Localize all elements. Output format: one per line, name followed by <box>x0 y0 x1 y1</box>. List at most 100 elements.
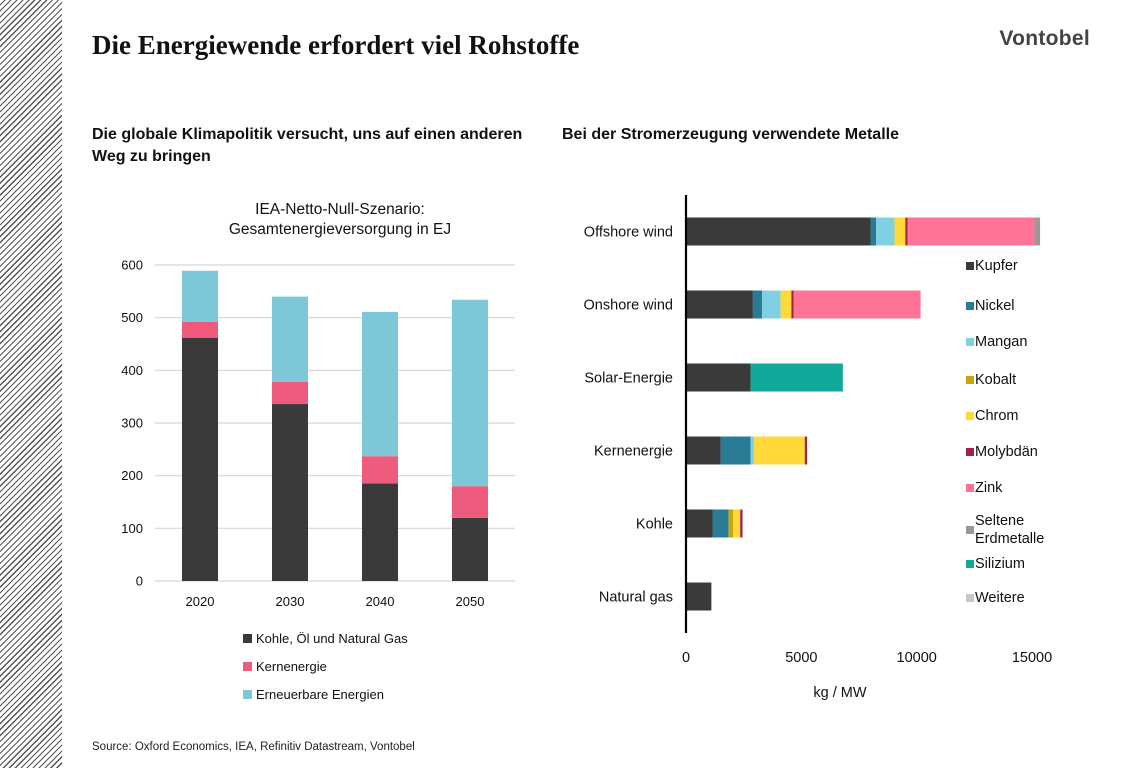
legend-swatch <box>966 376 974 384</box>
bar-kupfer-solar-energie <box>686 363 751 392</box>
legend-swatch <box>966 338 974 346</box>
legend-label: Kobalt <box>975 372 1017 388</box>
bar-mangan-offshore-wind <box>876 217 895 246</box>
bar-nickel-kohle <box>712 509 729 538</box>
legend-item-molybdan: Molybdän <box>966 444 1086 460</box>
bar-molybdan-offshore-wind <box>905 217 908 246</box>
bar-kohle-ol-und-natural-gas-2040 <box>362 483 398 581</box>
y-tick-label-500: 500 <box>121 310 143 325</box>
bar-kohle-ol-und-natural-gas-2050 <box>452 517 488 581</box>
energy-chart-legend: Kohle, Öl und Natural Gas Kernenergie Erne… <box>243 624 408 708</box>
legend-swatch <box>966 302 974 310</box>
x-tick-label-15000: 15000 <box>1012 650 1052 666</box>
legend-label: Nickel <box>975 298 1015 314</box>
bar-zink-offshore-wind <box>907 217 1035 246</box>
bar-kernenergie-2050 <box>452 486 488 518</box>
bar-mangan-onshore-wind <box>762 290 781 319</box>
category-label-offshore-wind: Offshore wind <box>584 225 673 241</box>
bar-kupfer-kohle <box>686 509 713 538</box>
bar-nickel-onshore-wind <box>752 290 763 319</box>
bar-seltene-erdmetalle-offshore-wind <box>1034 217 1041 246</box>
right-panel-heading: Bei der Stromerzeugung verwendete Metall… <box>562 126 899 143</box>
bar-kohle-ol-und-natural-gas-2030 <box>272 404 308 581</box>
category-label-onshore-wind: Onshore wind <box>584 298 673 314</box>
legend-swatch <box>966 560 974 568</box>
legend-item-kohle-ol-und-natural-gas: Kohle, Öl und Natural Gas <box>243 624 408 652</box>
y-tick-label-300: 300 <box>121 416 143 431</box>
legend-label: Chrom <box>975 408 1019 424</box>
legend-swatch <box>966 526 974 534</box>
bar-nickel-offshore-wind <box>870 217 877 246</box>
legend-swatch <box>966 262 974 270</box>
legend-label: Mangan <box>975 334 1028 350</box>
energy-chart-title: IEA-Netto-Null-Szenario: Gesamtenergieve… <box>155 200 525 240</box>
bar-chrom-offshore-wind <box>894 217 906 246</box>
bar-silizium-solar-energie <box>750 363 843 392</box>
bar-kupfer-onshore-wind <box>686 290 753 319</box>
category-label-natural-gas: Natural gas <box>599 590 673 606</box>
x-tick-label-2040: 2040 <box>366 594 395 609</box>
legend-label: Weitere <box>975 590 1025 606</box>
legend-item-erneuerbare-energien: Erneuerbare Energien <box>243 680 408 708</box>
legend-label: Erneuerbare Energien <box>256 686 384 702</box>
bar-kupfer-offshore-wind <box>686 217 871 246</box>
energy-chart-subtitle-line: Gesamtenergieversorgung in EJ <box>228 221 452 238</box>
legend-item-mangan: Mangan <box>966 334 1086 350</box>
legend-swatch <box>966 412 974 420</box>
bar-molybdan-onshore-wind <box>791 290 794 319</box>
legend-label: Zink <box>975 480 1003 496</box>
legend-item-kernenergie: Kernenergie <box>243 652 408 680</box>
legend-item-seltene-erdmetalle: Seltene Erdmetalle <box>966 512 1086 548</box>
bar-erneuerbare-energien-2030 <box>272 296 308 382</box>
legend-label: Silizium <box>975 556 1025 572</box>
bar-kobalt-kohle <box>728 509 734 538</box>
legend-label: Kernenergie <box>256 658 327 674</box>
legend-swatch <box>243 633 252 643</box>
x-tick-label-2050: 2050 <box>456 594 485 609</box>
bar-kupfer-kernenergie <box>686 436 721 465</box>
y-tick-label-400: 400 <box>121 363 143 378</box>
legend-item-nickel: Nickel <box>966 298 1086 314</box>
bar-kernenergie-2020 <box>182 321 218 338</box>
bar-erneuerbare-energien-2050 <box>452 299 488 487</box>
legend-item-weitere: Weitere <box>966 590 1086 606</box>
bar-zink-onshore-wind <box>793 290 921 319</box>
bar-kupfer-natural-gas <box>686 582 712 611</box>
legend-label: Seltene Erdmetalle <box>975 513 1045 547</box>
page-title: Die Energiewende erfordert viel Rohstoff… <box>92 30 580 60</box>
y-tick-label-200: 200 <box>121 468 143 483</box>
legend-swatch <box>966 448 974 456</box>
bar-chrom-kernenergie <box>754 436 805 465</box>
bar-erneuerbare-energien-2040 <box>362 311 398 457</box>
legend-swatch <box>243 689 252 699</box>
y-tick-label-0: 0 <box>136 574 143 589</box>
x-tick-label-10000: 10000 <box>897 650 937 666</box>
category-label-kohle: Kohle <box>636 517 673 533</box>
source-note: Source: Oxford Economics, IEA, Refinitiv… <box>92 741 415 753</box>
x-tick-label-2030: 2030 <box>276 594 305 609</box>
legend-label: Molybdän <box>975 444 1038 460</box>
y-tick-label-600: 600 <box>121 258 143 273</box>
legend-item-kobalt: Kobalt <box>966 372 1086 388</box>
legend-item-zink: Zink <box>966 480 1086 496</box>
decorative-hatch-border <box>0 0 62 768</box>
y-tick-label-100: 100 <box>121 521 143 536</box>
x-tick-label-2020: 2020 <box>186 594 215 609</box>
legend-swatch <box>966 484 974 492</box>
bar-chrom-kohle <box>733 509 741 538</box>
legend-item-kupfer: Kupfer <box>966 258 1086 274</box>
bar-molybdan-kohle <box>740 509 743 538</box>
x-tick-label-0: 0 <box>682 650 690 666</box>
bar-kernenergie-2030 <box>272 381 308 405</box>
legend-item-chrom: Chrom <box>966 408 1086 424</box>
bar-molybdan-kernenergie <box>804 436 808 465</box>
left-panel-heading: Die globale Klimapolitik versucht, uns a… <box>92 126 523 165</box>
bar-nickel-kernenergie <box>720 436 751 465</box>
bar-kernenergie-2040 <box>362 456 398 484</box>
legend-item-silizium: Silizium <box>966 556 1086 572</box>
category-label-kernenergie: Kernenergie <box>594 444 673 460</box>
legend-label: Kupfer <box>975 258 1018 274</box>
legend-swatch <box>966 594 974 602</box>
vontobel-logo: Vontobel <box>999 27 1090 50</box>
